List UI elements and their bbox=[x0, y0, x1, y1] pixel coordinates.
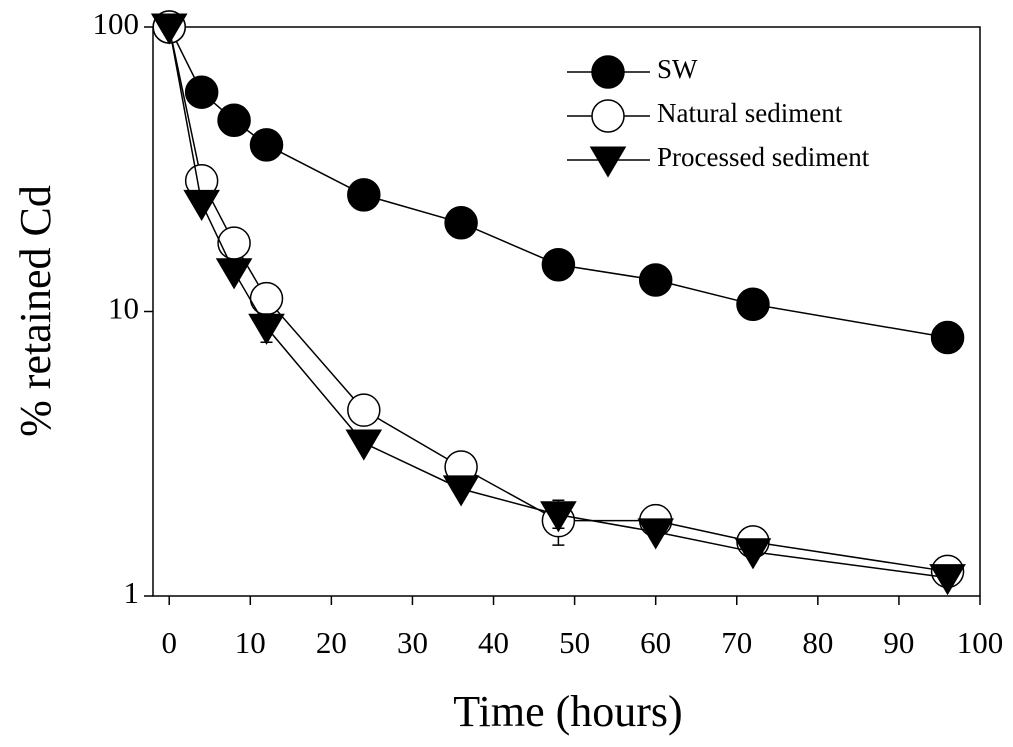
x-tick-label: 0 bbox=[161, 625, 177, 660]
data-point bbox=[638, 263, 673, 297]
legend-marker bbox=[591, 55, 625, 89]
data-point bbox=[248, 313, 285, 345]
series-line bbox=[168, 26, 948, 573]
x-tick-label: 100 bbox=[957, 625, 1004, 660]
y-tick-label: 100 bbox=[93, 6, 140, 41]
legend-marker bbox=[589, 146, 627, 178]
x-tick-label: 80 bbox=[802, 625, 833, 660]
data-point bbox=[184, 75, 219, 109]
series-line bbox=[168, 26, 948, 339]
data-point bbox=[930, 320, 965, 355]
x-tick-label: 90 bbox=[883, 625, 914, 660]
x-axis-label: Time (hours) bbox=[453, 687, 682, 736]
data-point bbox=[444, 206, 478, 240]
data-point bbox=[217, 103, 251, 138]
data-point bbox=[347, 393, 381, 427]
data-point bbox=[183, 189, 220, 221]
data-point bbox=[442, 475, 480, 507]
data-point bbox=[929, 564, 966, 596]
x-tick-label: 20 bbox=[316, 625, 347, 660]
x-tick-label: 30 bbox=[397, 625, 428, 660]
data-point bbox=[217, 226, 251, 260]
x-tick-label: 50 bbox=[559, 625, 590, 660]
data-point bbox=[249, 281, 284, 316]
legend-label: SW bbox=[657, 54, 698, 84]
data-point bbox=[347, 178, 381, 212]
x-tick-label: 40 bbox=[478, 625, 509, 660]
y-axis-label: % retained Cd bbox=[11, 185, 60, 437]
data-point bbox=[249, 128, 284, 162]
data-point bbox=[637, 518, 674, 550]
data-point bbox=[541, 247, 576, 282]
data-point bbox=[540, 501, 577, 533]
data-point bbox=[215, 258, 253, 290]
series-line bbox=[168, 26, 948, 579]
y-tick-label: 10 bbox=[108, 291, 139, 326]
legend-label: Processed sediment bbox=[657, 142, 870, 172]
x-tick-label: 70 bbox=[721, 625, 752, 660]
legend-label: Natural sediment bbox=[657, 98, 843, 128]
data-point bbox=[345, 429, 383, 461]
x-tick-label: 60 bbox=[640, 625, 671, 660]
data-point bbox=[736, 287, 770, 322]
data-point bbox=[150, 13, 188, 45]
data-point bbox=[734, 538, 772, 570]
legend-marker bbox=[591, 99, 625, 133]
y-tick-label: 1 bbox=[124, 575, 140, 610]
x-tick-label: 10 bbox=[235, 625, 266, 660]
